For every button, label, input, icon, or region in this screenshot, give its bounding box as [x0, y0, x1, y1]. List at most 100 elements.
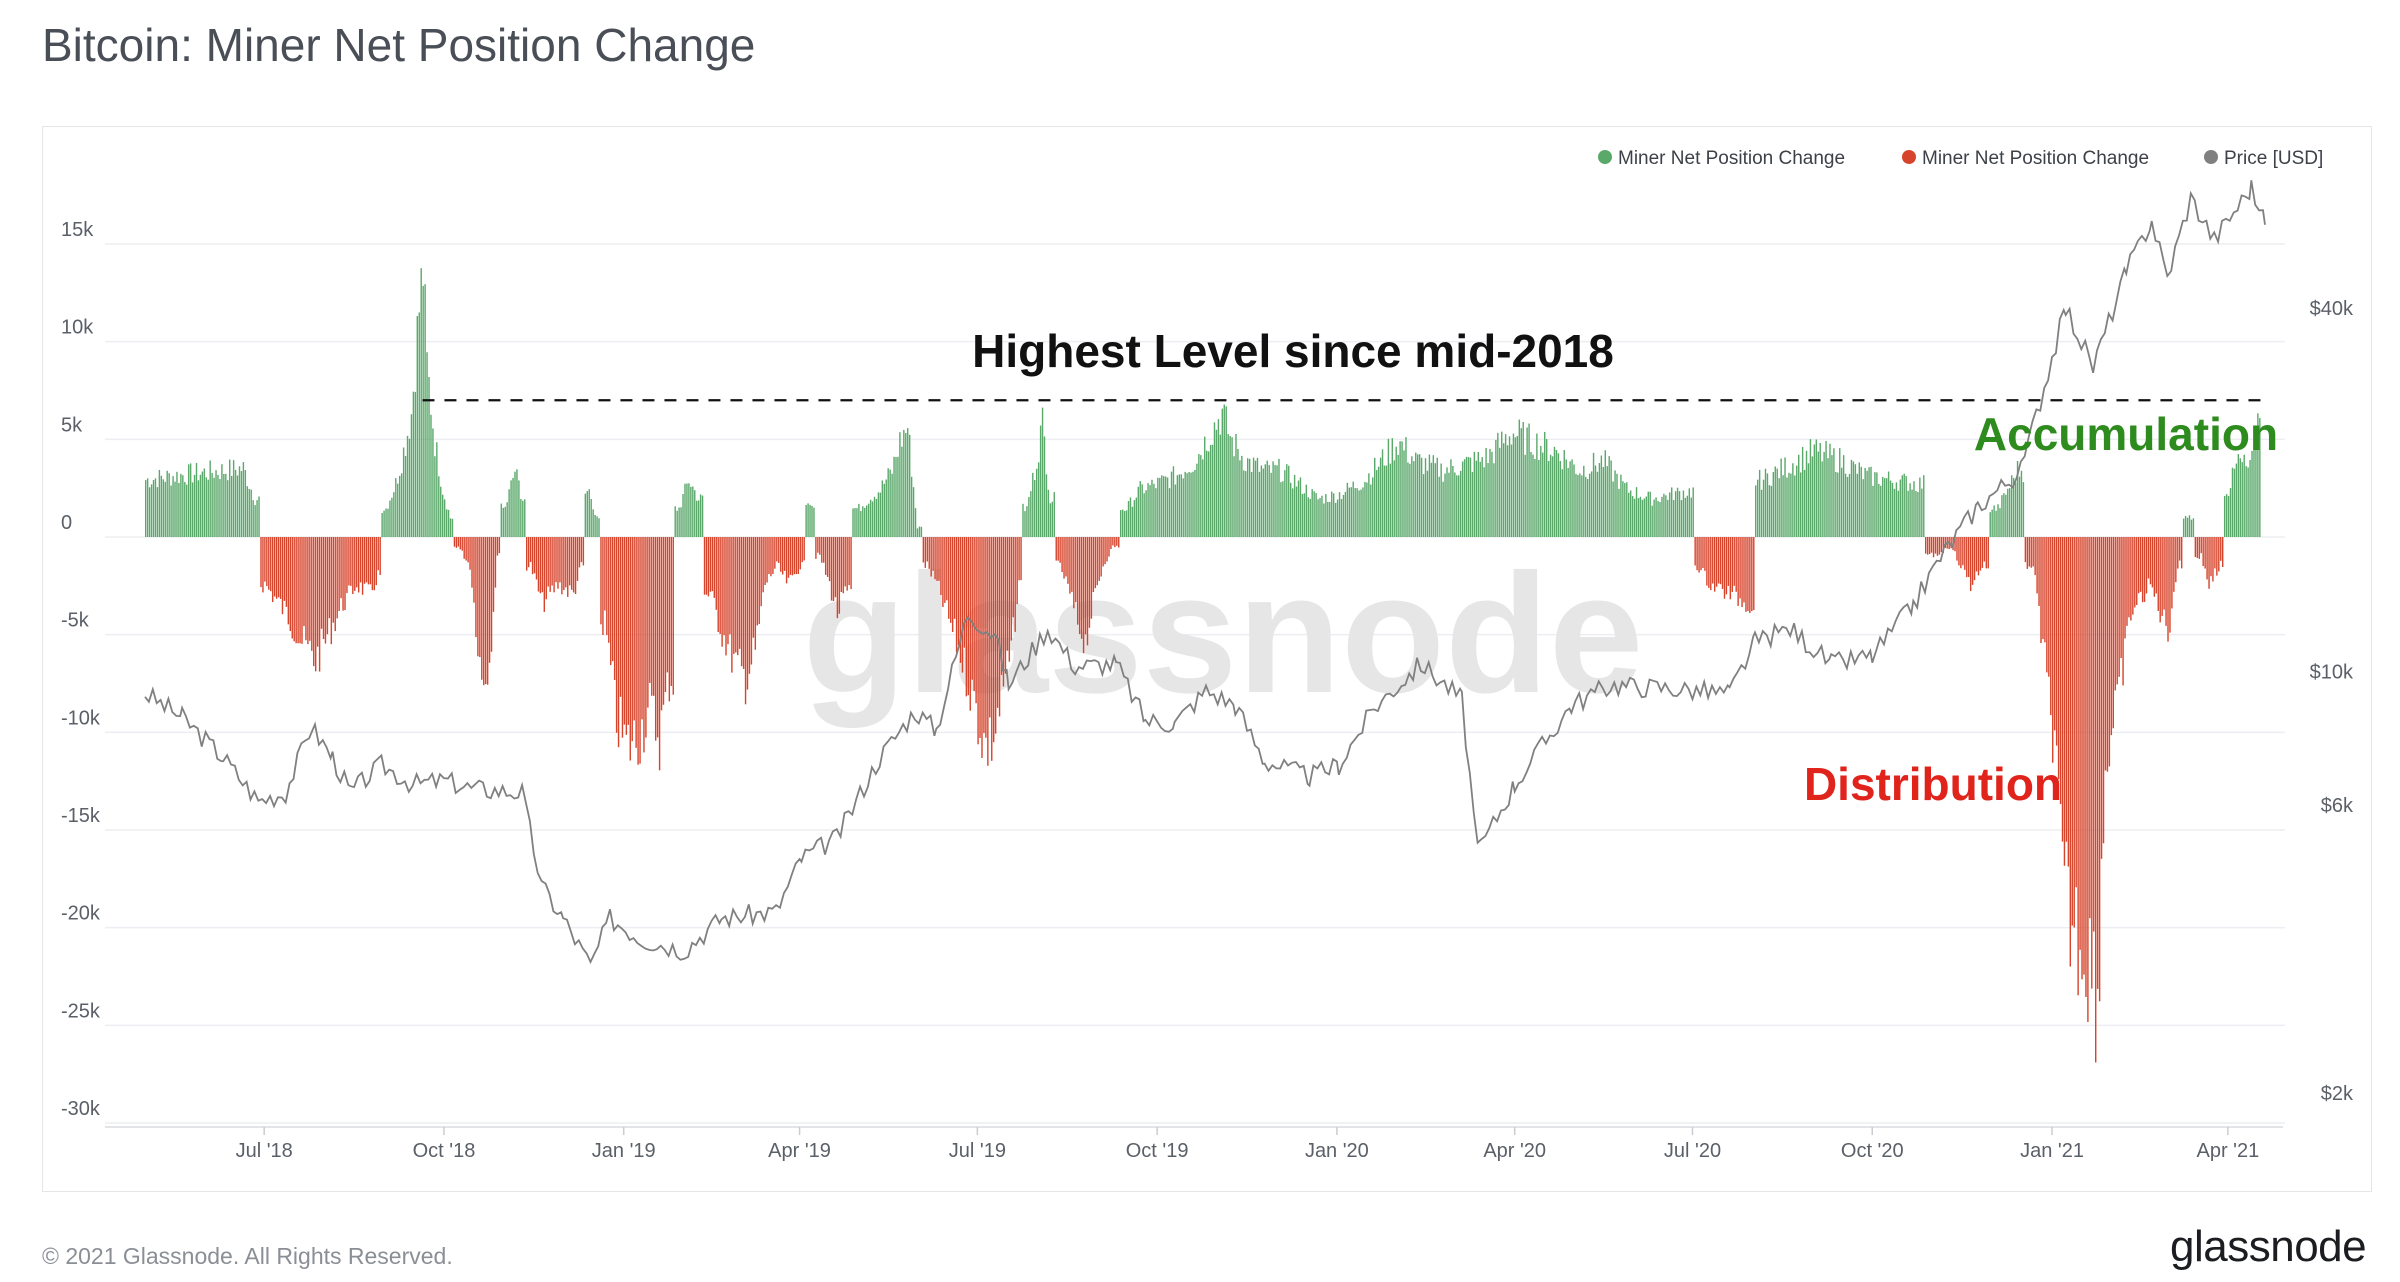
net-position-bar [1321, 495, 1323, 537]
net-position-bar [2206, 537, 2208, 580]
net-position-bar [1291, 488, 1294, 537]
net-position-bar [1051, 501, 1054, 537]
net-position-bar [561, 537, 563, 595]
net-position-bar [1659, 502, 1661, 537]
net-position-bar [438, 476, 440, 537]
net-position-bar [1362, 487, 1364, 537]
net-position-bar [1727, 537, 1730, 586]
legend-label[interactable]: Price [USD] [2224, 148, 2323, 169]
net-position-bar [813, 507, 815, 537]
net-position-bar [1842, 455, 1845, 537]
net-position-bar [914, 508, 917, 537]
net-position-bar [1850, 459, 1853, 537]
net-position-bar [234, 469, 237, 537]
net-position-bar [164, 481, 166, 537]
net-position-bar [1073, 537, 1075, 609]
net-position-bar [2083, 537, 2085, 975]
net-position-bar [176, 471, 178, 537]
net-position-bar [221, 464, 223, 537]
net-position-bar [248, 488, 250, 537]
net-position-bar [1721, 537, 1724, 589]
net-position-bar [475, 537, 477, 638]
net-position-bar [1041, 407, 1044, 537]
net-position-bar [1782, 475, 1784, 537]
net-position-bar [545, 537, 547, 600]
net-position-bar [1125, 510, 1128, 537]
brand-logo[interactable]: glassnode [2170, 1222, 2367, 1271]
net-position-bar [932, 537, 934, 571]
net-position-bar [858, 503, 860, 537]
legend-label[interactable]: Miner Net Position Change [1922, 148, 2149, 169]
net-position-bar [1680, 500, 1683, 537]
net-position-bar [1329, 501, 1331, 537]
price-series [144, 180, 2266, 965]
net-position-bar [893, 456, 895, 537]
net-position-bar [651, 537, 653, 696]
net-position-bar [817, 537, 819, 553]
net-position-bar [1082, 537, 1085, 654]
net-position-bar [676, 510, 678, 537]
net-position-bar [563, 537, 565, 591]
net-position-bar [1772, 472, 1775, 537]
net-position-bar [371, 537, 374, 591]
net-position-bar [1577, 474, 1579, 537]
net-position-bar [721, 537, 723, 647]
net-position-bar [197, 480, 200, 537]
net-position-bar [1225, 406, 1227, 537]
net-position-bar [2020, 470, 2023, 537]
net-position-bar [1385, 465, 1388, 537]
net-position-bar [1758, 469, 1761, 537]
net-position-bar [1614, 470, 1616, 537]
net-position-bar [686, 483, 688, 537]
net-position-bar [1956, 537, 1958, 561]
net-position-bar [1788, 472, 1790, 537]
net-position-bar [778, 537, 780, 564]
net-position-bar [1934, 537, 1937, 554]
net-position-bar [254, 505, 256, 537]
net-position-bar [1786, 477, 1788, 537]
net-position-bar [1270, 472, 1272, 537]
net-position-bar [1530, 452, 1532, 537]
net-position-bar [1092, 537, 1095, 593]
net-position-bar [901, 446, 903, 537]
net-position-bar [187, 464, 190, 537]
net-position-bar [297, 537, 299, 644]
net-position-bar [332, 537, 334, 623]
legend-label[interactable]: Miner Net Position Change [1618, 148, 1845, 169]
net-position-bar [787, 537, 790, 578]
net-position-bar [2040, 537, 2042, 644]
net-position-bar [983, 537, 985, 734]
net-position-bar [356, 537, 358, 588]
net-position-bar [1975, 537, 1978, 572]
net-position-bar [660, 537, 663, 711]
net-position-bar [465, 537, 467, 561]
net-position-bar [2100, 537, 2103, 859]
net-position-bar [553, 537, 555, 593]
net-position-bar [1932, 537, 1935, 558]
net-position-bar [924, 537, 927, 568]
legend-swatch[interactable] [1902, 150, 1916, 164]
net-position-bar [1258, 471, 1261, 537]
net-position-bar [1606, 466, 1608, 537]
net-position-bar [211, 472, 213, 537]
net-position-bar [2053, 537, 2056, 731]
net-position-bar [2251, 450, 2253, 537]
price-line [144, 180, 2266, 965]
net-position-bar [494, 537, 497, 588]
net-position-bar [1157, 477, 1159, 537]
chart-legend[interactable]: Miner Net Position Change Miner Net Posit… [1598, 148, 2323, 169]
legend-swatch[interactable] [1598, 150, 1612, 164]
net-position-bar [780, 537, 782, 572]
net-position-bar [2050, 537, 2052, 716]
net-position-bar [860, 511, 862, 537]
net-position-bar [1129, 497, 1132, 537]
net-position-bar [1153, 483, 1155, 537]
legend-swatch[interactable] [2204, 150, 2218, 164]
net-position-bar [193, 474, 196, 537]
net-position-bar [1520, 428, 1522, 537]
net-position-bar [2091, 537, 2093, 989]
net-position-bar [1798, 454, 1800, 537]
net-position-bar [1127, 500, 1130, 537]
net-position-bar [252, 500, 254, 537]
net-position-bar [2249, 459, 2251, 537]
